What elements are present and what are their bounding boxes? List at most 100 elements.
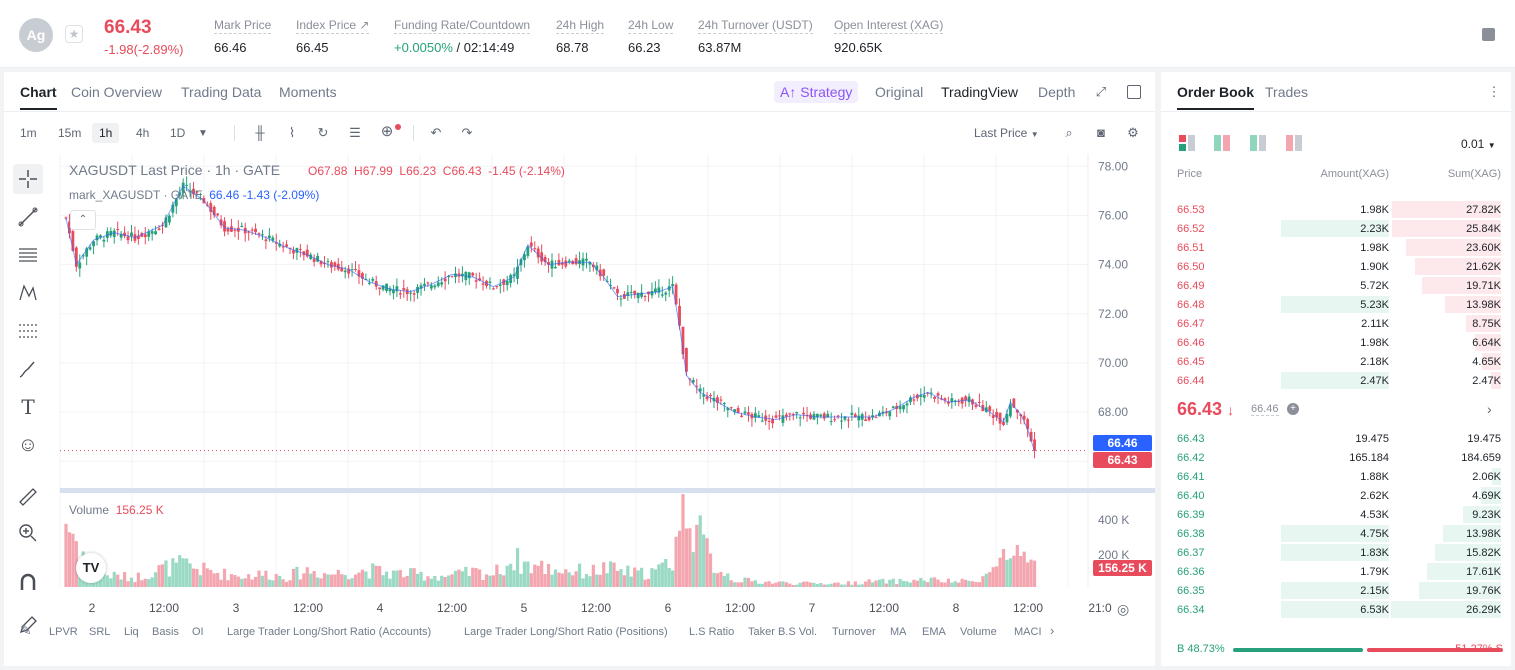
view-bids-icon[interactable] (1250, 135, 1268, 156)
view-depth[interactable]: Depth (1038, 84, 1076, 100)
tf-1h[interactable]: 1h (92, 123, 120, 143)
camera-icon[interactable]: ◙ (1097, 125, 1105, 140)
ask-row[interactable]: 66.49 5.72K 19.71K (1161, 276, 1511, 295)
view-tradingview[interactable]: TradingView (941, 84, 1019, 100)
bid-row[interactable]: 66.41 1.88K 2.06K (1161, 467, 1511, 486)
indicator-maci[interactable]: MACI (1014, 626, 1042, 638)
tab-coin-overview[interactable]: Coin Overview (71, 84, 163, 100)
redo-icon[interactable]: ↷ (461, 125, 473, 140)
collapse-legend-button[interactable]: ⌃ (70, 210, 96, 230)
fullscreen-icon[interactable] (1127, 85, 1141, 99)
ask-row[interactable]: 66.45 2.18K 4.65K (1161, 352, 1511, 371)
bid-row[interactable]: 66.35 2.15K 19.76K (1161, 581, 1511, 600)
emoji-icon[interactable]: ☺ (17, 433, 39, 456)
ask-row[interactable]: 66.44 2.47K 2.47K (1161, 371, 1511, 390)
stat-label: 24h High (556, 18, 605, 34)
stat-open-interest[interactable]: Open Interest (XAG) 920.65K (834, 18, 944, 55)
stat-mark-price[interactable]: Mark Price 66.46 (214, 18, 272, 55)
favorite-star-icon[interactable]: ★ (65, 25, 83, 43)
bid-row[interactable]: 66.40 2.62K 4.69K (1161, 486, 1511, 505)
mid-price[interactable]: 66.43 ↓ (1177, 399, 1234, 420)
indicator-oi[interactable]: OI (192, 626, 204, 638)
indicator-lpvr[interactable]: LPVR (49, 626, 78, 638)
indicator-ema[interactable]: EMA (922, 626, 946, 638)
crosshair-icon[interactable] (13, 164, 43, 194)
view-original[interactable]: Original (875, 84, 924, 100)
indicator-ma[interactable]: MA (890, 626, 907, 638)
horizontal-lines-icon[interactable] (13, 240, 43, 270)
brush-icon[interactable] (13, 354, 43, 384)
indicator-large-trader-long-short-ratio-positions-[interactable]: Large Trader Long/Short Ratio (Positions… (464, 626, 668, 638)
indicator-volume[interactable]: Volume (960, 626, 997, 638)
tradingview-logo-icon[interactable]: TV (76, 553, 106, 583)
tf-dropdown-icon[interactable]: ▼ (198, 128, 208, 139)
ask-row[interactable]: 66.48 5.23K 13.98K (1161, 295, 1511, 314)
view-asks-icon[interactable] (1286, 135, 1304, 156)
bid-row[interactable]: 66.38 4.75K 13.98K (1161, 524, 1511, 543)
bid-row[interactable]: 66.42 165.184 184.659 (1161, 448, 1511, 467)
tf-1m[interactable]: 1m (20, 126, 37, 140)
ask-row[interactable]: 66.47 2.11K 8.75K (1161, 314, 1511, 333)
bid-row[interactable]: 66.37 1.83K 15.82K (1161, 543, 1511, 562)
ask-row[interactable]: 66.50 1.90K 21.62K (1161, 257, 1511, 276)
ruler-icon[interactable] (13, 482, 43, 512)
tab-trades[interactable]: Trades (1265, 84, 1309, 100)
tab-chart[interactable]: Chart (20, 84, 57, 110)
ask-row[interactable]: 66.53 1.98K 27.82K (1161, 200, 1511, 219)
pattern-icon[interactable] (13, 278, 43, 308)
text-icon[interactable]: T (21, 395, 35, 419)
ask-row[interactable]: 66.51 1.98K 23.60K (1161, 238, 1511, 257)
indicators-icon[interactable]: ⌇ (288, 125, 296, 140)
indicator-liq[interactable]: Liq (124, 626, 139, 638)
bid-row[interactable]: 66.43 19.475 19.475 (1161, 429, 1511, 448)
indicator-turnover[interactable]: Turnover (832, 626, 876, 638)
tab-moments[interactable]: Moments (279, 84, 337, 100)
chart-settings-icon[interactable]: ◎ (1117, 601, 1130, 617)
view-split-icon[interactable] (1214, 135, 1232, 156)
tab-order-book[interactable]: Order Book (1177, 84, 1255, 110)
indicator-basis[interactable]: Basis (152, 626, 179, 638)
candle-type-icon[interactable]: ╫ (255, 125, 265, 140)
zoom-in-icon[interactable] (13, 518, 43, 548)
volume-bar (278, 576, 282, 587)
tf-15m[interactable]: 15m (58, 126, 82, 140)
expand-icon[interactable]: ⤢ (1095, 84, 1107, 99)
templates-icon[interactable]: ☰ (349, 125, 361, 140)
fib-icon[interactable] (13, 316, 43, 346)
stat-funding-rate[interactable]: Funding Rate/Countdown +0.0050% / 02:14:… (394, 18, 531, 55)
ask-row[interactable]: 66.52 2.23K 25.84K (1161, 219, 1511, 238)
settings-gear-icon[interactable]: ⚙ (1127, 125, 1139, 140)
trend-line-icon[interactable] (13, 202, 43, 232)
tf-4h[interactable]: 4h (136, 126, 150, 140)
ask-row[interactable]: 66.46 1.98K 6.64K (1161, 333, 1511, 352)
sum-depth-bar (1462, 506, 1501, 523)
pencil-icon[interactable] (13, 610, 43, 640)
bid-row[interactable]: 66.34 6.53K 26.29K (1161, 600, 1511, 619)
plus-icon[interactable]: + (1287, 403, 1299, 415)
tf-1d[interactable]: 1D (170, 126, 186, 140)
bid-row[interactable]: 66.39 4.53K 9.23K (1161, 505, 1511, 524)
add-plus-icon[interactable]: ⊕ (380, 123, 394, 140)
precision-select[interactable]: 0.01 ▼ (1461, 137, 1496, 151)
indicator-taker-b-s-vol-[interactable]: Taker B.S Vol. (748, 626, 818, 638)
stat-index-price[interactable]: Index Price ↗ 66.45 (296, 18, 370, 55)
chevron-right-icon[interactable]: › (1487, 401, 1492, 417)
more-vertical-icon[interactable]: ⋮ (1487, 84, 1501, 99)
indicator-large-trader-long-short-ratio-accounts-[interactable]: Large Trader Long/Short Ratio (Accounts) (227, 626, 432, 638)
view-both-icon[interactable] (1179, 135, 1197, 156)
price-type-select[interactable]: Last Price ▼ (974, 126, 1039, 140)
magnet-icon[interactable] (13, 568, 43, 598)
bid-row[interactable]: 66.36 1.79K 17.61K (1161, 562, 1511, 581)
indicator-l-s-ratio[interactable]: L.S Ratio (689, 626, 735, 638)
search-icon[interactable]: ⌕ (1065, 125, 1073, 140)
chevron-right-icon[interactable]: › (1050, 623, 1055, 638)
book-icon[interactable] (1482, 28, 1495, 41)
tab-trading-data[interactable]: Trading Data (181, 84, 262, 100)
pencil-icon[interactable]: ✎ (20, 622, 32, 638)
candle-body (567, 260, 571, 263)
strategy-button[interactable]: A↑ Strategy (774, 81, 859, 103)
replay-icon[interactable]: ↻ (317, 125, 329, 140)
undo-icon[interactable]: ↶ (430, 125, 442, 140)
indicator-srl[interactable]: SRL (89, 626, 111, 638)
